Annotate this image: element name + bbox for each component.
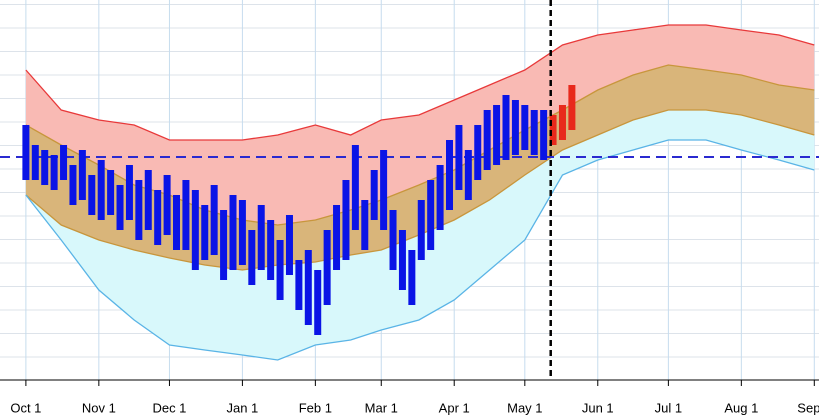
day-bar bbox=[304, 250, 312, 325]
day-bar bbox=[78, 150, 86, 200]
day-bar bbox=[540, 110, 548, 160]
day-bar bbox=[436, 165, 444, 230]
day-bar bbox=[502, 95, 510, 160]
x-tick-label: Feb 1 bbox=[299, 400, 332, 415]
day-bar bbox=[370, 170, 378, 220]
day-bar bbox=[342, 180, 350, 260]
day-bar bbox=[267, 220, 275, 280]
x-tick-label: Jul 1 bbox=[655, 400, 682, 415]
day-bar bbox=[201, 205, 209, 260]
x-tick-label: Aug 1 bbox=[724, 400, 758, 415]
day-bar bbox=[88, 175, 96, 215]
day-bar bbox=[323, 230, 331, 305]
day-bar bbox=[50, 155, 58, 190]
day-bar bbox=[530, 110, 538, 155]
day-bar bbox=[154, 190, 162, 245]
day-bar bbox=[521, 105, 529, 150]
day-bar bbox=[191, 190, 199, 270]
day-bar bbox=[116, 185, 124, 230]
x-tick-label: Nov 1 bbox=[82, 400, 116, 415]
day-bar bbox=[568, 85, 576, 130]
x-tick-label: Sep 1 bbox=[797, 400, 819, 415]
x-tick-label: Jun 1 bbox=[582, 400, 614, 415]
day-bar bbox=[333, 205, 341, 270]
day-bar bbox=[248, 230, 256, 285]
day-bar bbox=[493, 105, 501, 165]
day-bar bbox=[135, 180, 143, 240]
day-bar bbox=[276, 240, 284, 300]
day-bar bbox=[483, 110, 491, 170]
day-bar bbox=[295, 260, 303, 310]
day-bar bbox=[464, 150, 472, 200]
day-bar bbox=[558, 105, 566, 140]
day-bar bbox=[182, 180, 190, 250]
day-bar bbox=[380, 150, 388, 230]
day-bar bbox=[238, 200, 246, 265]
day-bar bbox=[398, 230, 406, 290]
day-bar bbox=[408, 250, 416, 305]
day-bar bbox=[455, 125, 463, 190]
band-line bbox=[25, 24, 815, 141]
day-bar bbox=[210, 185, 218, 255]
band-line bbox=[25, 139, 815, 361]
x-tick-label: Oct 1 bbox=[10, 400, 41, 415]
day-bar bbox=[41, 150, 49, 185]
day-bar bbox=[417, 200, 425, 260]
x-tick-label: May 1 bbox=[507, 400, 542, 415]
day-bar bbox=[125, 165, 133, 220]
band-fill bbox=[25, 25, 815, 225]
day-bar bbox=[60, 145, 68, 180]
day-bar bbox=[22, 125, 30, 180]
day-bar bbox=[97, 160, 105, 220]
day-bar bbox=[173, 195, 181, 250]
day-bar bbox=[163, 175, 171, 235]
day-bar bbox=[229, 195, 237, 270]
day-bar bbox=[144, 170, 152, 230]
day-bar bbox=[474, 125, 482, 180]
day-bar bbox=[446, 140, 454, 210]
day-bar bbox=[285, 215, 293, 275]
day-bar bbox=[361, 200, 369, 250]
day-bar bbox=[427, 180, 435, 250]
x-tick-label: Mar 1 bbox=[365, 400, 398, 415]
day-bar bbox=[31, 145, 39, 180]
day-bar bbox=[220, 210, 228, 280]
x-tick-label: Dec 1 bbox=[152, 400, 186, 415]
day-bar bbox=[314, 270, 322, 335]
x-tick-label: Jan 1 bbox=[226, 400, 258, 415]
day-bar bbox=[257, 205, 265, 270]
day-bar bbox=[107, 170, 115, 215]
day-bar bbox=[351, 145, 359, 230]
x-tick-label: Apr 1 bbox=[439, 400, 470, 415]
day-bar bbox=[389, 210, 397, 270]
day-bar bbox=[511, 100, 519, 155]
day-bar bbox=[69, 165, 77, 205]
day-bar bbox=[549, 115, 557, 145]
